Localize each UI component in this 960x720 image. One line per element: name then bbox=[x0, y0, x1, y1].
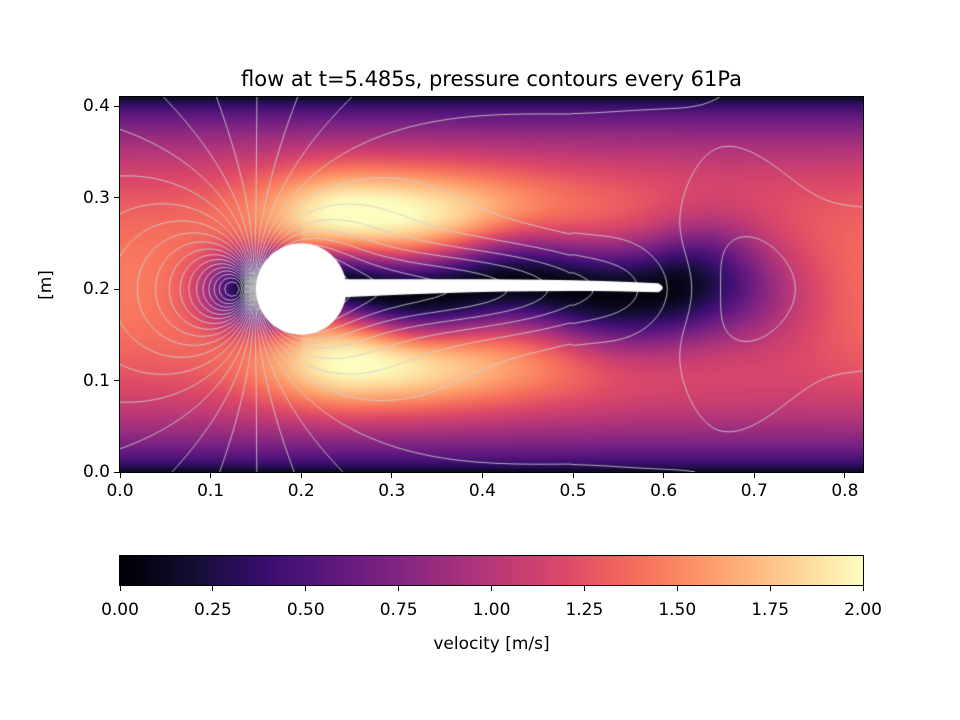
velocity-field-canvas bbox=[120, 97, 863, 472]
y-tick-mark bbox=[114, 288, 119, 290]
colorbar-tick-label: 0.00 bbox=[101, 600, 139, 620]
x-tick-mark bbox=[663, 473, 665, 478]
colorbar-tick-mark bbox=[305, 586, 307, 591]
colorbar-tick-mark bbox=[583, 586, 585, 591]
y-tick-label: 0.0 bbox=[82, 462, 110, 482]
colorbar-tick-mark bbox=[862, 586, 864, 591]
x-tick-label: 0.2 bbox=[287, 481, 315, 501]
colorbar-tick-label: 1.25 bbox=[565, 600, 604, 620]
y-tick-label: 0.3 bbox=[82, 187, 110, 208]
plot-area bbox=[120, 97, 863, 472]
x-tick-label: 0.3 bbox=[378, 481, 406, 501]
x-tick-label: 0.0 bbox=[106, 481, 134, 501]
colorbar-tick-label: 1.00 bbox=[472, 600, 511, 620]
colorbar-tick-mark bbox=[119, 586, 121, 591]
plot-title: flow at t=5.485s, pressure contours ever… bbox=[241, 67, 742, 91]
colorbar-tick-mark bbox=[212, 586, 214, 591]
x-tick-label: 0.7 bbox=[740, 481, 768, 501]
x-tick-mark bbox=[119, 473, 121, 478]
colorbar-canvas bbox=[120, 556, 863, 585]
x-tick-mark bbox=[481, 473, 483, 478]
x-tick-label: 0.1 bbox=[197, 481, 225, 501]
y-tick-label: 0.1 bbox=[82, 370, 110, 391]
colorbar-tick-mark bbox=[769, 586, 771, 591]
colorbar-tick-label: 0.75 bbox=[379, 600, 418, 620]
x-tick-mark bbox=[844, 473, 846, 478]
y-tick-mark bbox=[114, 105, 119, 107]
colorbar-tick-label: 1.75 bbox=[751, 600, 790, 620]
y-tick-label: 0.2 bbox=[82, 279, 110, 300]
colorbar-tick-mark bbox=[491, 586, 492, 591]
x-tick-mark bbox=[753, 473, 755, 478]
colorbar-tick-label: 1.50 bbox=[658, 600, 697, 620]
y-axis-label: [m] bbox=[36, 270, 56, 300]
x-tick-label: 0.8 bbox=[831, 481, 859, 501]
x-tick-label: 0.6 bbox=[650, 481, 678, 501]
y-tick-mark bbox=[114, 380, 119, 382]
y-tick-mark bbox=[114, 471, 119, 473]
x-tick-mark bbox=[300, 473, 302, 478]
x-tick-mark bbox=[572, 473, 574, 478]
x-tick-mark bbox=[391, 473, 393, 478]
y-tick-label: 0.4 bbox=[82, 96, 110, 117]
colorbar-label: velocity [m/s] bbox=[433, 634, 550, 654]
colorbar bbox=[120, 556, 863, 585]
colorbar-tick-label: 0.50 bbox=[286, 600, 325, 620]
x-tick-mark bbox=[210, 473, 212, 478]
colorbar-tick-label: 0.25 bbox=[193, 600, 232, 620]
colorbar-tick-mark bbox=[398, 586, 400, 591]
x-tick-label: 0.4 bbox=[468, 481, 496, 501]
y-tick-mark bbox=[114, 197, 119, 199]
colorbar-tick-mark bbox=[676, 586, 678, 591]
colorbar-tick-label: 2.00 bbox=[844, 600, 882, 620]
x-tick-label: 0.5 bbox=[559, 481, 587, 501]
